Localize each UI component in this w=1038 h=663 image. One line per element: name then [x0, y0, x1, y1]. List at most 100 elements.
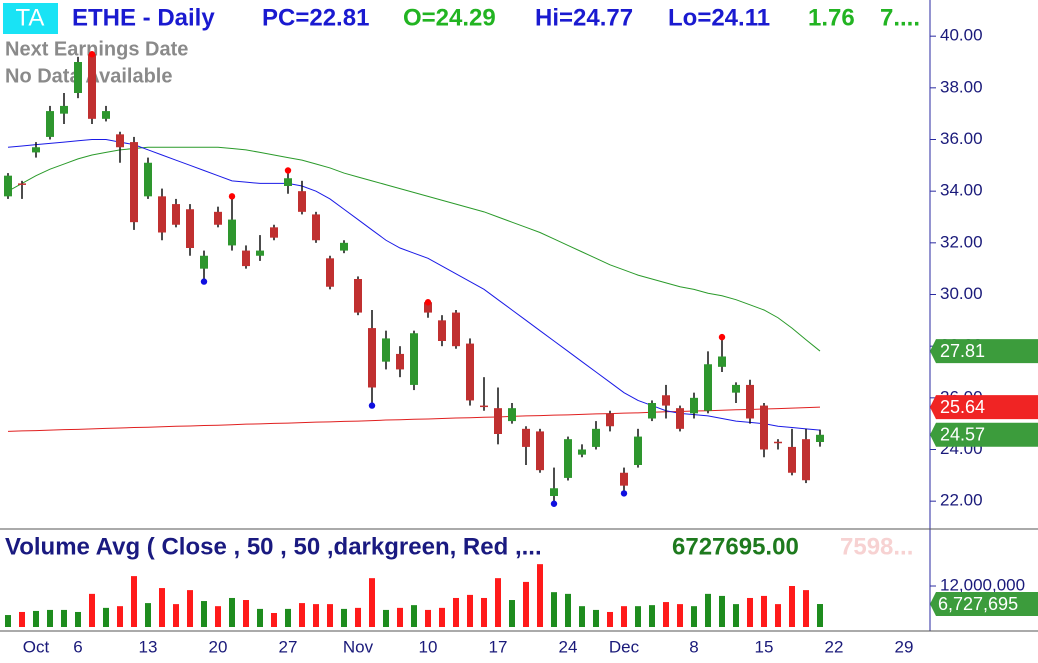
volume-bar	[803, 590, 809, 627]
price-flag-label: 27.81	[940, 341, 985, 361]
candle-body	[494, 408, 502, 434]
candle-body	[760, 405, 768, 450]
volume-title: Volume Avg ( Close , 50 , 50 ,darkgreen,…	[5, 533, 542, 560]
volume-bar	[411, 605, 417, 627]
moving-average-line	[7, 406, 821, 432]
volume-bar	[705, 593, 711, 627]
candle-body	[214, 211, 222, 225]
volume-bar	[551, 592, 557, 627]
volume-bar	[621, 606, 627, 627]
candle-body	[480, 405, 488, 408]
candle-body	[802, 439, 810, 481]
x-tick-label: Nov	[343, 637, 374, 656]
volume-bar	[565, 593, 571, 627]
pivot-low-marker	[550, 500, 558, 507]
volume-flag-label: 6,727,695	[938, 594, 1018, 614]
volume-bar	[509, 600, 515, 627]
volume-bar	[103, 607, 109, 627]
y-tick-label: 32.00	[940, 232, 983, 251]
volume-bar	[145, 603, 151, 627]
volume-bar	[369, 578, 375, 627]
volume-bar	[215, 606, 221, 627]
volume-bar	[425, 609, 431, 627]
volume-bar	[61, 609, 67, 627]
volume-bar	[257, 608, 263, 627]
volume-bar	[271, 612, 277, 627]
volume-bar	[733, 604, 739, 627]
candle-body	[298, 191, 306, 212]
header-stat: 7....	[880, 4, 920, 31]
candle-body	[788, 446, 796, 473]
volume-bar	[327, 604, 333, 627]
volume-bar	[159, 588, 165, 627]
price-flag	[930, 395, 1038, 420]
candle-body	[130, 142, 138, 223]
volume-bar	[47, 609, 53, 627]
candle-body	[116, 134, 124, 148]
volume-bar	[607, 611, 613, 627]
candle-body	[606, 413, 614, 427]
pivot-low-marker	[368, 402, 376, 409]
volume-flag	[930, 592, 1038, 617]
candle-body	[354, 279, 362, 313]
candle-body	[200, 255, 208, 269]
volume-bar	[593, 609, 599, 627]
pivot-low-marker	[620, 490, 628, 497]
y-tick-label: 34.00	[940, 181, 983, 200]
x-tick-label: 29	[895, 637, 914, 656]
candle-body	[732, 384, 740, 393]
candle-body	[648, 403, 656, 419]
header-stat: O=24.29	[403, 4, 496, 31]
volume-bar	[117, 606, 123, 627]
candle-body	[326, 258, 334, 287]
candle-body	[774, 441, 782, 444]
candle-body	[46, 111, 54, 137]
volume-bar	[481, 597, 487, 627]
candle-body	[18, 183, 26, 185]
candle-body	[382, 338, 390, 362]
candle-body	[634, 436, 642, 465]
volume-bar	[649, 605, 655, 627]
candle-body	[718, 356, 726, 367]
volume-bar	[747, 597, 753, 627]
volume-bar	[817, 604, 823, 627]
candle-body	[508, 408, 516, 422]
pivot-high-marker	[284, 167, 292, 174]
moving-average-line	[7, 139, 821, 431]
volume-bar	[131, 576, 137, 627]
price-flag-label: 24.57	[940, 425, 985, 445]
volume-bar	[201, 601, 207, 627]
header-stat: Lo=24.11	[668, 4, 770, 31]
candle-body	[592, 428, 600, 447]
candle-body	[662, 395, 670, 406]
candle-body	[144, 162, 152, 197]
volume-bar	[33, 610, 39, 627]
candle-body	[452, 312, 460, 347]
header-stat: Hi=24.77	[535, 4, 633, 31]
volume-bar	[663, 602, 669, 627]
volume-stat: 7598...	[840, 533, 913, 560]
x-tick-label: Oct	[23, 637, 50, 656]
y-tick-label: 12,000,000	[940, 575, 1025, 594]
candle-body	[438, 320, 446, 341]
y-tick-label: 40.00	[940, 26, 983, 45]
candle-body	[410, 333, 418, 385]
volume-bar	[89, 593, 95, 627]
candle-body	[676, 408, 684, 429]
x-tick-label: 27	[279, 637, 298, 656]
volume-bar	[439, 607, 445, 627]
volume-bar	[285, 608, 291, 627]
candle-body	[550, 488, 558, 496]
volume-bar	[187, 590, 193, 627]
volume-bar	[75, 611, 81, 627]
volume-bar	[523, 581, 529, 627]
x-tick-label: 6	[73, 637, 82, 656]
candle-body	[466, 343, 474, 401]
candle-body	[242, 250, 250, 267]
volume-bar	[761, 595, 767, 627]
header-stat: PC=22.81	[262, 4, 369, 31]
candle-body	[88, 54, 96, 119]
volume-bar	[173, 604, 179, 627]
chart-title: ETHE - Daily	[72, 4, 215, 31]
